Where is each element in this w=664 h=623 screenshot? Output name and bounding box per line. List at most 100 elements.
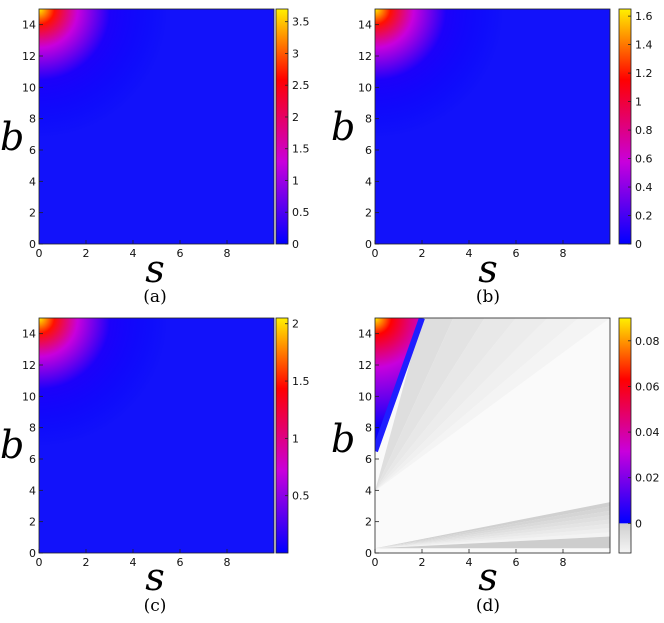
y-tick-label: 2	[365, 207, 372, 220]
x-axis-label: s	[145, 247, 165, 291]
panel-label: (c)	[144, 596, 167, 616]
colorbar-tick-label: 2.5	[292, 79, 310, 92]
colorbar-frame	[275, 317, 289, 554]
colorbar-gradient	[276, 9, 288, 244]
colorbar-tick-label: 0	[635, 238, 642, 251]
colorbar: 0 0.2 0.4 0.6 0.8 1 1.2 1.4 1.6	[618, 8, 653, 251]
x-axis-label: s	[145, 555, 165, 599]
x-tick-label: 8	[224, 556, 231, 569]
panel-c: 0 2 4 6 8 0 2 4 6 8 10 12 14 b s(c) 0.5 1 1.5 2	[0, 317, 310, 616]
colorbar: 0 0.5 1 1.5 2 2.5 3 3.5	[275, 8, 310, 251]
colorbar-tick-label: 0.04	[635, 426, 660, 439]
plot-frame	[374, 8, 611, 245]
x-tick-label: 0	[372, 556, 379, 569]
colorbar: 0.5 1 1.5 2	[275, 317, 310, 554]
grey-contour-band	[375, 510, 610, 549]
x-tick-label: 2	[419, 556, 426, 569]
colorbar-tick-label: 1	[292, 174, 299, 187]
panel-a: 0 2 4 6 8 0 2 4 6 8 10 12 14 b s(a) 0 0.5 1 1.5 2 2.5 3 3.5	[0, 8, 310, 307]
colorbar-tick-label: 1	[635, 96, 642, 109]
x-tick-label: 6	[513, 556, 520, 569]
zero-boundary	[375, 318, 425, 453]
y-tick-label: 2	[29, 516, 36, 529]
colorbar-frame	[275, 8, 289, 245]
y-tick-label: 4	[29, 175, 36, 188]
colorbar-tick-label: 2	[292, 318, 299, 331]
panel-d: 0 2 4 6 8 0 2 4 6 8 10 12 14 b s(d) 0 0.02 0.04 0.06 0.08	[331, 317, 660, 616]
colorbar-tick-label: 0.02	[635, 472, 660, 485]
x-tick-label: 4	[466, 247, 473, 260]
colorbar-tick-label: 0.5	[292, 490, 310, 503]
x-tick-label: 0	[372, 247, 379, 260]
colorbar-tick-label: 0.6	[635, 153, 653, 166]
y-tick-label: 12	[22, 359, 36, 372]
y-tick-label: 10	[22, 390, 36, 403]
grey-contour-band	[375, 318, 579, 492]
y-tick-label: 14	[358, 19, 372, 32]
colorbar-tick-label: 1.4	[635, 39, 653, 52]
panel-label: (d)	[476, 596, 500, 616]
y-tick-label: 12	[358, 359, 372, 372]
heatmap-area	[375, 9, 610, 244]
x-tick-label: 2	[419, 247, 426, 260]
y-tick-label: 8	[29, 113, 36, 126]
colorbar-tick-label: 0.2	[635, 210, 653, 223]
colorbar-tick-label: 0.08	[635, 335, 660, 348]
x-tick-label: 6	[177, 247, 184, 260]
colorbar-tick-label: 0	[635, 517, 642, 530]
y-tick-label: 0	[365, 238, 372, 251]
panel-label: (a)	[143, 287, 166, 307]
x-tick-label: 0	[36, 247, 43, 260]
y-tick-label: 8	[365, 422, 372, 435]
colorbar-tick-label: 2	[292, 111, 299, 124]
x-tick-label: 8	[560, 556, 567, 569]
x-tick-label: 0	[36, 556, 43, 569]
grey-contour-band	[375, 528, 610, 549]
grey-contour-band	[375, 318, 485, 492]
plot-frame	[38, 8, 275, 245]
panel-b: 0 2 4 6 8 0 2 4 6 8 10 12 14 b s(b) 0 0.2 0.4 0.6 0.8 1 1.2 1.…	[331, 8, 653, 307]
colorbar-tick-label: 0	[292, 238, 299, 251]
heatmap-hot-corner	[39, 9, 274, 244]
y-tick-label: 10	[358, 390, 372, 403]
heatmap-area	[39, 9, 274, 244]
x-tick-label: 2	[83, 247, 90, 260]
y-tick-label: 6	[29, 144, 36, 157]
y-tick-label: 12	[22, 50, 36, 63]
y-tick-label: 8	[365, 113, 372, 126]
colorbar-tick-label: 3	[292, 47, 299, 60]
y-axis-label: b	[0, 115, 24, 159]
y-tick-label: 4	[29, 484, 36, 497]
y-tick-label: 6	[29, 453, 36, 466]
y-tick-label: 14	[22, 19, 36, 32]
grey-contour-band	[375, 523, 610, 549]
y-tick-label: 2	[29, 207, 36, 220]
plot-frame	[38, 317, 275, 554]
x-tick-label: 4	[130, 556, 137, 569]
x-tick-label: 2	[83, 556, 90, 569]
y-tick-label: 14	[22, 328, 36, 341]
grey-contour-band	[375, 536, 610, 549]
colorbar-tick-label: 1.5	[292, 375, 310, 388]
grey-contour-band	[375, 318, 610, 492]
colorbar-tick-label: 1.5	[292, 143, 310, 156]
grey-contour-band	[375, 318, 516, 492]
y-tick-label: 0	[365, 547, 372, 560]
y-tick-label: 6	[365, 453, 372, 466]
x-axis-label: s	[478, 555, 498, 599]
y-tick-label: 4	[365, 484, 372, 497]
y-tick-label: 2	[365, 516, 372, 529]
x-axis-label: s	[478, 247, 498, 291]
y-tick-label: 6	[365, 144, 372, 157]
colorbar: 0 0.02 0.04 0.06 0.08	[618, 317, 660, 554]
heatmap-area	[375, 318, 610, 553]
grey-contour-band	[375, 515, 610, 549]
colorbar-tick-label: 1.6	[635, 10, 653, 23]
grey-contour-band	[375, 506, 610, 549]
colorbar-gradient	[619, 9, 631, 244]
heatmap-hot-corner	[375, 9, 610, 244]
x-tick-label: 6	[513, 247, 520, 260]
colorbar-tick-label: 0.4	[635, 181, 653, 194]
panel-label: (b)	[476, 287, 500, 307]
